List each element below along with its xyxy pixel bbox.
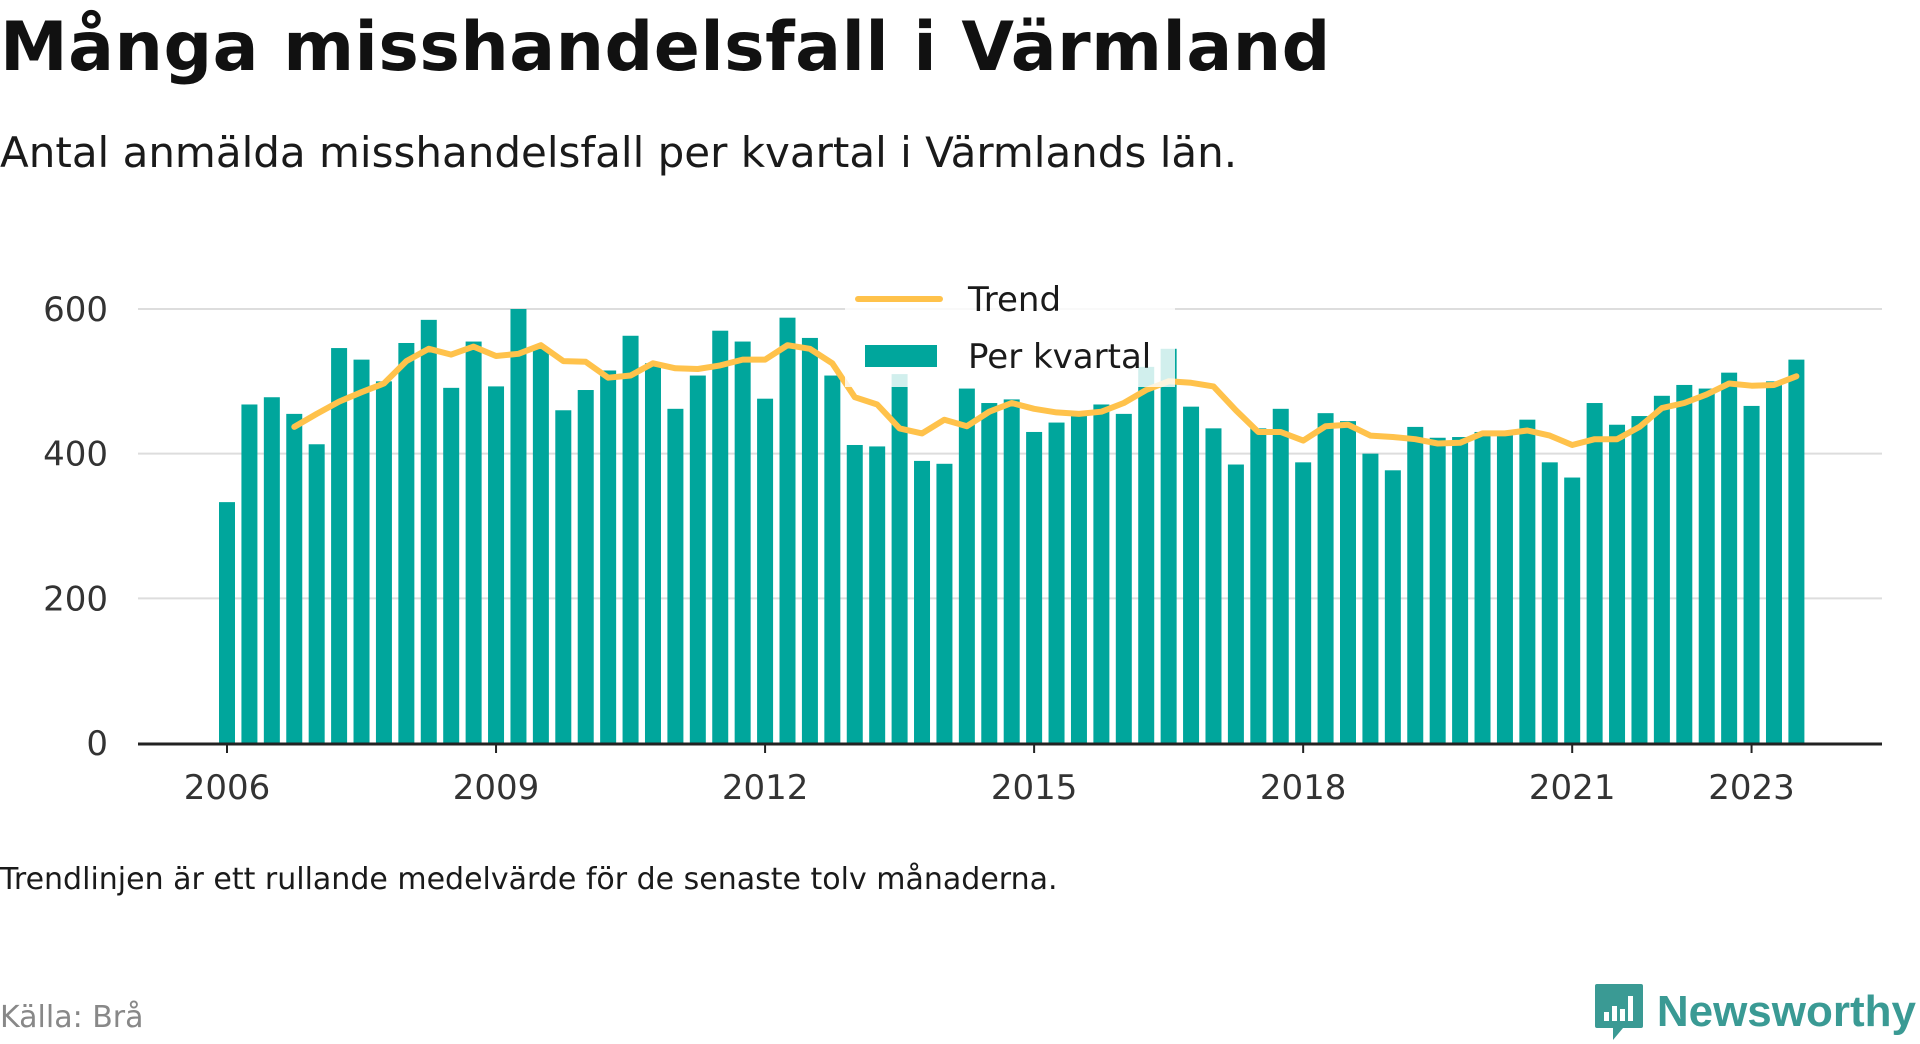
axes: 0 200 400 600 2006 2009 2012 2015 2018 2021 2023: [43, 290, 1882, 808]
bar: [1295, 462, 1312, 743]
x-tick-label: 2015: [991, 768, 1078, 808]
source-label: Källa: Brå: [0, 1000, 144, 1035]
bar: [936, 463, 953, 743]
y-tick-label: 600: [43, 290, 108, 330]
bar: [1609, 424, 1626, 743]
bar: [1743, 405, 1760, 743]
bar: [443, 387, 460, 743]
bar: [1048, 422, 1065, 743]
bar: [1407, 426, 1424, 743]
x-tick-label: 2006: [184, 768, 271, 808]
bar: [1317, 413, 1334, 743]
bar: [801, 337, 818, 743]
bar: [532, 348, 549, 743]
legend-label-per-kvartal: Per kvartal: [968, 337, 1151, 377]
bar: [1384, 470, 1401, 743]
x-tick-label: 2012: [722, 768, 809, 808]
bar: [375, 381, 392, 743]
bar: [824, 375, 841, 743]
bar: [398, 342, 415, 743]
x-tick-label: 2009: [453, 768, 540, 808]
bar: [1698, 388, 1715, 743]
bar: [1541, 462, 1558, 743]
bar: [600, 370, 617, 743]
bar: [644, 363, 661, 743]
bar: [622, 335, 639, 743]
bar: [241, 404, 258, 743]
bar: [1340, 421, 1356, 743]
bar: [263, 397, 280, 743]
legend: Trend Per kvartal: [845, 271, 1175, 387]
bar: [1519, 419, 1536, 743]
bar: [1452, 437, 1469, 743]
bar: [488, 386, 505, 743]
newsworthy-logo-icon: [1594, 984, 1643, 1040]
bar-series: [219, 309, 1805, 743]
bar: [1183, 406, 1200, 743]
bar: [286, 413, 303, 743]
bar: [1093, 404, 1110, 743]
bar: [1721, 372, 1738, 743]
bar: [1474, 431, 1491, 743]
bar: [1227, 464, 1244, 743]
brand-logo[interactable]: Newsworthy: [1593, 980, 1916, 1044]
y-tick-label: 400: [43, 435, 108, 475]
bar: [510, 309, 527, 743]
y-tick-label: 200: [43, 579, 108, 619]
bar: [420, 319, 437, 743]
bar: [1564, 477, 1581, 743]
bar: [757, 398, 774, 743]
bar: [914, 460, 931, 743]
x-tick-label: 2023: [1708, 768, 1795, 808]
chart-title: Många misshandelsfall i Värmland: [0, 8, 1331, 87]
bar: [1496, 430, 1513, 743]
legend-swatch-per-kvartal: [865, 345, 937, 367]
bar: [555, 410, 572, 743]
brand-name: Newsworthy: [1656, 987, 1916, 1036]
bar: [308, 444, 325, 743]
bar: [1362, 453, 1379, 743]
bar: [869, 446, 886, 743]
bar: [981, 403, 998, 743]
bar: [667, 408, 684, 743]
trend-series: [291, 342, 1800, 448]
legend-background: [845, 271, 1175, 387]
bar: [1586, 403, 1603, 743]
bar: [1631, 416, 1648, 743]
bar: [779, 317, 796, 743]
bar: [1138, 366, 1155, 743]
bar: [712, 330, 729, 743]
trend-line: [291, 342, 1800, 448]
x-tick-label: 2021: [1529, 768, 1616, 808]
y-tick-label: 0: [86, 724, 108, 764]
bar: [1160, 348, 1177, 743]
bar: [846, 444, 863, 743]
bar: [353, 359, 370, 743]
bar: [465, 341, 482, 743]
bar: [1070, 411, 1087, 743]
bar: [734, 341, 751, 743]
bar: [219, 502, 235, 743]
bar: [1676, 384, 1693, 743]
bar: [1003, 399, 1020, 743]
bar: [689, 375, 706, 743]
bar: [1765, 381, 1782, 743]
bar: [1205, 428, 1222, 743]
bar: [331, 348, 348, 743]
footnote: Trendlinjen är ett rullande medelvärde f…: [0, 862, 1058, 897]
x-tick-label: 2018: [1260, 768, 1347, 808]
bar: [958, 388, 975, 743]
bar: [1429, 437, 1446, 743]
bar: [1026, 431, 1043, 743]
bar: [1272, 408, 1289, 743]
bar: [577, 390, 594, 743]
chart-subtitle: Antal anmälda misshandelsfall per kvarta…: [0, 128, 1238, 177]
bar-chart: 0 200 400 600 2006 2009 2012 2015 2018 2021 2023 T…: [43, 271, 1882, 808]
legend-label-trend: Trend: [967, 280, 1061, 320]
bar: [1788, 359, 1805, 743]
bar: [1115, 413, 1132, 743]
bar: [1250, 428, 1267, 743]
bar: [1653, 395, 1670, 743]
bar: [891, 374, 908, 743]
